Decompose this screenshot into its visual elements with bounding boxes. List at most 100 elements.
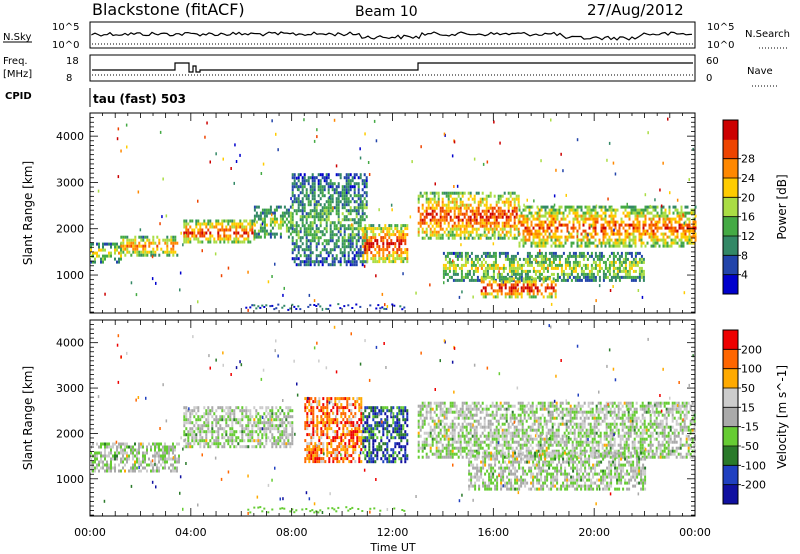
data-cell [305,254,308,258]
data-cell [550,292,553,296]
data-cell [592,229,595,233]
data-cell [616,275,619,279]
data-cell [658,226,661,230]
data-cell [100,257,102,261]
data-cell [118,245,120,249]
data-cell [476,269,479,273]
data-cell [630,251,633,255]
data-cell [326,430,329,434]
data-cell [463,233,466,237]
data-cell [241,439,244,443]
data-cell [608,226,611,230]
data-cell [423,221,426,225]
data-cell [501,194,504,198]
data-cell [370,406,373,410]
data-cell [364,454,367,458]
data-cell [402,260,405,264]
data-cell [203,439,206,443]
data-cell [128,250,131,254]
data-cell [253,217,256,221]
data-cell [329,227,332,231]
data-cell [481,233,484,237]
data-cell [311,188,314,192]
data-cell [301,248,304,252]
data-cell [690,211,693,215]
data-cell [528,263,531,267]
data-cell [144,247,147,251]
data-cell [495,218,498,222]
data-cell [333,206,336,210]
data-cell [352,436,355,440]
data-cell [322,418,325,422]
data-cell [463,203,466,207]
data-cell [351,227,354,231]
data-cell [612,260,615,264]
data-cell [328,457,331,461]
data-cell [319,203,322,207]
data-cell [668,211,671,215]
data-cell [664,217,667,221]
data-cell [326,424,329,428]
ground-cell [347,304,350,307]
data-cell [684,238,687,242]
data-cell [580,244,583,248]
data-cell [287,229,290,233]
data-cell [320,409,323,413]
data-cell [370,424,373,428]
data-cell [528,289,531,293]
data-cell [241,415,244,419]
data-cell [456,263,459,267]
data-cell [576,208,579,212]
data-cell [304,421,307,425]
data-cell [388,245,391,249]
data-cell [297,197,300,201]
data-cell [524,226,527,230]
data-cell [315,257,318,261]
data-cell [312,460,315,464]
data-cell [624,257,627,261]
data-cell [347,233,350,237]
data-cell [305,194,308,198]
data-cell [490,266,493,270]
data-cell [189,412,192,416]
data-cell [362,412,365,416]
data-cell [626,214,629,218]
data-cell [271,421,274,425]
noise-cell [308,293,311,297]
data-cell [662,205,665,209]
noise-cell [443,281,445,285]
data-cell [360,439,363,443]
data-cell [138,235,141,239]
data-cell [289,205,292,209]
data-cell [590,214,593,218]
data-cell [353,209,356,213]
data-cell [245,415,248,419]
data-cell [355,263,358,267]
data-cell [315,230,318,234]
data-cell [172,235,175,239]
data-cell [329,251,332,255]
data-cell [273,412,276,416]
data-cell [576,275,579,279]
data-cell [538,272,541,276]
data-cell [588,272,591,276]
data-cell [279,412,282,416]
data-cell [598,205,601,209]
data-cell [363,260,366,264]
data-cell [189,409,192,413]
data-cell [516,263,519,267]
data-cell [526,286,529,290]
data-cell [299,200,302,204]
data-cell [332,406,335,410]
data-cell [360,448,363,452]
data-cell [355,200,358,204]
data-cell [580,208,583,212]
data-cell [320,442,323,446]
data-cell [678,211,681,215]
data-cell [688,235,691,239]
data-cell [295,257,298,261]
data-cell [483,212,486,216]
data-cell [484,272,487,276]
data-cell [345,227,348,231]
data-cell [540,238,543,242]
